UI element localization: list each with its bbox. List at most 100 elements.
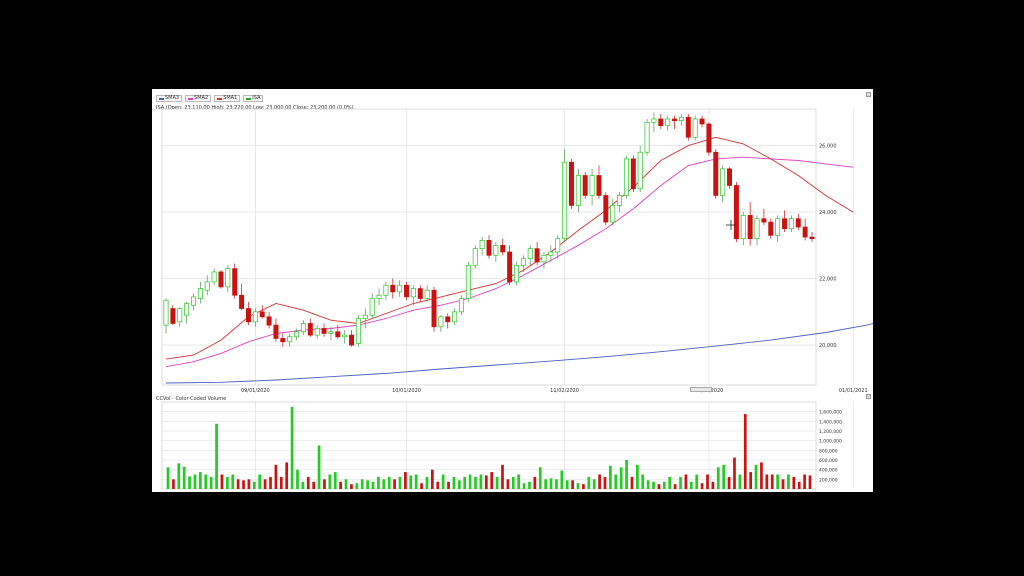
volume-bar: [754, 464, 758, 489]
volume-bar: [263, 479, 267, 489]
time-scrollbar-thumb[interactable]: [690, 387, 712, 392]
volume-bar: [673, 484, 677, 489]
legend-item-sma1[interactable]: SMA1: [214, 95, 241, 102]
volume-bar: [344, 479, 348, 489]
candle: [349, 334, 355, 346]
candle: [294, 331, 300, 338]
candle: [603, 195, 609, 223]
volume-bar: [582, 484, 585, 489]
volume-bar: [371, 481, 375, 489]
candle: [720, 168, 726, 196]
volume-bar: [679, 476, 682, 489]
legend-item-isa[interactable]: ISA: [243, 95, 264, 102]
candle: [534, 248, 540, 263]
volume-bar: [317, 445, 321, 489]
candle: [527, 248, 533, 259]
candle: [177, 308, 183, 323]
volume-bar: [274, 464, 278, 489]
volume-bar: [636, 464, 639, 489]
volume-bar: [641, 474, 645, 489]
candle: [452, 311, 458, 323]
volume-bar: [598, 474, 601, 489]
volume-bar: [689, 481, 693, 489]
candle: [713, 151, 719, 196]
candle: [589, 175, 595, 196]
candle: [397, 284, 403, 293]
candle: [692, 118, 698, 138]
volume-bar: [646, 480, 650, 489]
candle: [733, 185, 739, 240]
candle: [431, 289, 437, 328]
candle: [775, 218, 781, 236]
candle: [541, 254, 547, 263]
candle: [163, 299, 169, 326]
volume-bar: [258, 474, 262, 489]
candle: [245, 308, 251, 323]
candle: [479, 239, 485, 250]
legend-swatch-isa: [246, 97, 252, 100]
legend-label-isa: ISA: [252, 95, 261, 101]
x-tick-label: 01/01/2021: [839, 388, 868, 394]
candle: [383, 284, 389, 296]
volume-bar: [803, 474, 806, 489]
candle: [500, 244, 506, 253]
price-y-tick-label: 26,000: [819, 144, 837, 150]
volume-bar: [501, 464, 504, 489]
volume-bar: [296, 469, 299, 489]
volume-bar: [215, 423, 218, 489]
candle: [520, 258, 526, 266]
candle: [465, 264, 471, 299]
volume-bar: [522, 483, 526, 489]
volume-bar: [328, 474, 332, 489]
price-panel-button[interactable]: [866, 92, 871, 97]
volume-bar: [231, 474, 235, 489]
volume-bar: [279, 476, 283, 489]
legend-item-sma2[interactable]: SMA2: [185, 95, 212, 102]
volume-bar: [441, 474, 445, 489]
volume-bar: [252, 481, 256, 489]
volume-y-tick-label: 1,600,000: [819, 410, 842, 416]
candle: [568, 161, 574, 206]
candle: [204, 281, 210, 291]
volume-bar: [533, 476, 537, 489]
legend-swatch-sma2: [188, 97, 194, 100]
candle: [644, 121, 650, 153]
volume-bar: [603, 476, 607, 489]
volume-bar: [614, 474, 618, 489]
volume-bar: [684, 474, 688, 489]
candle: [507, 251, 513, 283]
candle: [706, 123, 712, 153]
volume-y-tick-label: 200,000: [819, 477, 838, 483]
candle: [321, 328, 327, 334]
volume-bar: [695, 474, 699, 489]
candle: [355, 318, 361, 344]
legend-item-sma3[interactable]: SMA3: [156, 95, 183, 102]
candle: [493, 244, 499, 256]
volume-bar: [193, 474, 197, 489]
volume-bar: [609, 465, 612, 489]
volume-bar: [333, 472, 337, 489]
candle: [342, 334, 348, 338]
volume-bar: [290, 406, 294, 489]
volume-bar: [431, 469, 434, 489]
candle: [678, 116, 684, 121]
candle: [486, 239, 492, 256]
volume-bar: [722, 464, 726, 489]
volume-bar: [571, 480, 574, 489]
legend-label-sma1: SMA1: [223, 95, 238, 101]
volume-bar: [177, 463, 181, 489]
volume-panel-button[interactable]: [866, 394, 871, 399]
candle: [617, 195, 623, 206]
volume-y-tick-label: 400,000: [819, 468, 838, 474]
volume-bar: [436, 481, 440, 489]
candle: [445, 316, 451, 323]
volume-bar: [555, 479, 558, 489]
candle: [630, 158, 636, 190]
volume-bar: [457, 480, 461, 489]
candle: [184, 303, 190, 316]
volume-bar: [463, 476, 467, 489]
volume-y-tick-label: 600,000: [819, 458, 838, 464]
chart-plot[interactable]: 20,000 22,000 24,000 26,000 09/01/2020 10/01/…: [152, 89, 873, 492]
volume-bar: [538, 467, 542, 489]
volume-bar: [204, 474, 208, 489]
